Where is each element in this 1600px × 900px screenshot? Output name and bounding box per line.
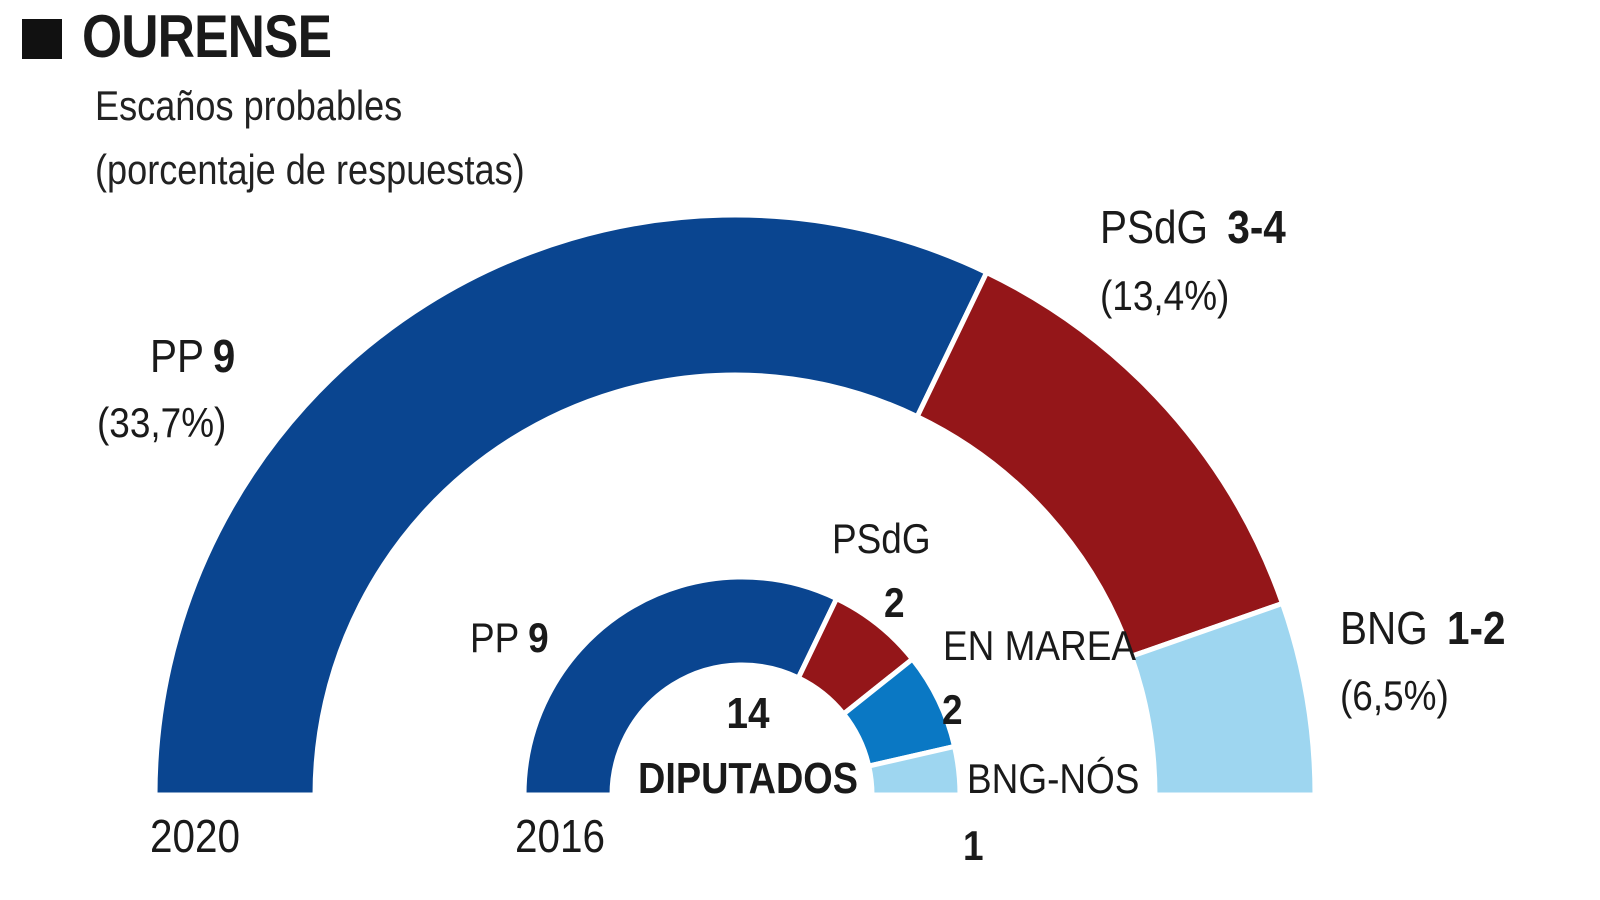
label-2016-enmarea-seats: 2: [942, 687, 963, 734]
chart-title: OURENSE: [82, 3, 332, 70]
label-2016-bngnos: BNG-NÓS 1: [963, 756, 1139, 870]
label-2016-bngnos-seats: 1: [963, 823, 984, 870]
label-2020-bng-seats: 1-2: [1447, 604, 1505, 655]
label-2020-bng-party: BNG: [1340, 604, 1428, 655]
label-2016-pp-seats: 9: [528, 615, 549, 662]
label-2020-psdg-party: PSdG: [1100, 203, 1208, 254]
label-2020-psdg-seats: 3-4: [1227, 203, 1285, 254]
label-2020-psdg-percent: (13,4%): [1100, 273, 1229, 320]
chart-2016-segment-bng-n-s: [865, 743, 963, 798]
chart-2016: [521, 574, 963, 798]
svg-text:PP9: PP 9: [470, 615, 549, 662]
label-2020-pp-party: PP: [150, 332, 204, 383]
label-2020-pp: PP 9 (33,7%): [97, 332, 235, 447]
chart-subtitle-line2: (porcentaje de respuestas): [95, 146, 525, 193]
chart-header: OURENSE: [22, 2, 372, 71]
label-2016-psdg-seats: 2: [884, 580, 905, 627]
label-2016-psdg-party: PSdG: [832, 516, 931, 563]
label-2016-enmarea: EN MAREA 2: [942, 623, 1137, 734]
label-2020-pp-seats: 9: [213, 332, 236, 383]
chart-2020-segment-pp: [152, 212, 990, 798]
title-bullet-square: [22, 18, 62, 59]
label-2020-psdg: PSdG 3-4 (13,4%): [1100, 203, 1286, 320]
chart-subtitle-line1: Escaños probables: [95, 82, 403, 129]
label-2016-bngnos-party: BNG-NÓS: [967, 756, 1139, 803]
label-2016-enmarea-party: EN MAREA: [943, 623, 1137, 670]
label-2016-pp-party: PP: [470, 615, 519, 662]
label-2016-pp: PP 9: [470, 615, 549, 662]
chart-2020: [152, 212, 1318, 798]
chart-2016-segment-pp: [521, 574, 840, 798]
chart-2020-segment-psdg: [913, 269, 1286, 660]
center-total-label: DIPUTADOS: [638, 753, 858, 802]
label-2020-pp-percent: (33,7%): [97, 400, 226, 447]
label-2016-psdg: PSdG 2: [832, 516, 931, 627]
chart-2020-segment-bng: [1128, 600, 1318, 798]
year-label-2020: 2020: [150, 812, 240, 863]
label-2020-bng: BNG 1-2 (6,5%): [1340, 604, 1506, 720]
year-label-2016: 2016: [515, 812, 605, 863]
label-2020-bng-percent: (6,5%): [1340, 673, 1449, 720]
svg-text:PP9: PP 9: [150, 332, 235, 383]
center-total-seats: 14: [726, 688, 769, 738]
